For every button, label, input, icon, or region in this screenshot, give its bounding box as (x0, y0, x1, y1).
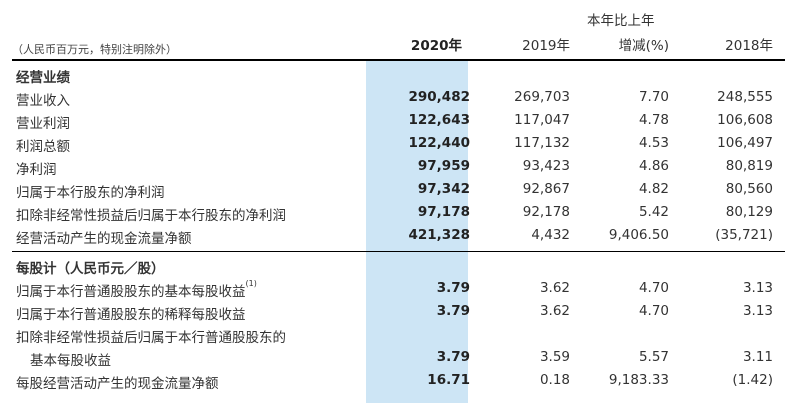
unit-note: （人民币百万元，特别注明除外） (12, 43, 177, 56)
table-row: 基本每股收益 3.79 3.59 5.57 3.11 (12, 346, 785, 369)
value-2020: 97,342 (417, 181, 470, 197)
row-label: 经营活动产生的现金流量净额 (16, 231, 192, 247)
header-2020: 2020年 (410, 38, 462, 54)
value-2018: 3.13 (742, 303, 773, 319)
value-2020: 97,178 (417, 204, 470, 220)
row-label: 基本每股收益 (30, 353, 111, 369)
row-label: 每股经营活动产生的现金流量净额 (16, 376, 219, 392)
value-2019: 269,703 (514, 89, 570, 105)
value-2019: 3.59 (539, 349, 570, 365)
table-row: 利润总额 122,440 117,132 4.53 106,497 (12, 132, 785, 155)
value-change: 4.82 (638, 181, 669, 197)
row-label: 利润总额 (16, 139, 70, 155)
value-2019: 117,047 (514, 112, 570, 128)
header-2018: 2018年 (725, 38, 773, 54)
value-change: 4.78 (638, 112, 669, 128)
row-label: 归属于本行普通股股东的基本每股收益(1) (16, 279, 257, 300)
value-2019: 0.18 (539, 372, 570, 388)
value-change: 5.42 (638, 204, 669, 220)
section-title-row: 每股计（人民币元／股） (12, 254, 785, 277)
header-change-line1: 本年比上年 (587, 13, 655, 29)
current-year-column-highlight (366, 60, 468, 403)
table-row: 经营活动产生的现金流量净额 421,328 4,432 9,406.50 (35… (12, 224, 785, 247)
row-label: 归属于本行普通股股东的稀释每股收益 (16, 307, 246, 323)
value-2020: 421,328 (408, 227, 471, 243)
table-row: 扣除非经常性损益后归属于本行股东的净利润 97,178 92,178 5.42 … (12, 201, 785, 224)
row-label: 归属于本行股东的净利润 (16, 185, 165, 201)
value-2020: 122,643 (408, 112, 471, 128)
header-change-line2: 增减(%) (618, 38, 669, 54)
value-2020: 16.71 (427, 372, 470, 388)
value-change: 4.53 (638, 135, 669, 151)
value-change: 9,183.33 (608, 372, 669, 388)
footnote-marker: (1) (245, 279, 257, 288)
value-2020: 97,959 (417, 158, 470, 174)
section-title: 经营业绩 (16, 70, 70, 86)
table-row: 每股经营活动产生的现金流量净额 16.71 0.18 9,183.33 (1.4… (12, 369, 785, 392)
value-2019: 4,432 (531, 227, 570, 243)
table-row: 归属于本行股东的净利润 97,342 92,867 4.82 80,560 (12, 178, 785, 201)
value-2019: 92,178 (522, 204, 570, 220)
value-2019: 3.62 (539, 303, 570, 319)
value-2019: 92,867 (522, 181, 570, 197)
value-2018: (1.42) (732, 372, 773, 388)
value-change: 4.70 (638, 280, 669, 296)
value-2018: 80,819 (725, 158, 773, 174)
table-row: 归属于本行普通股股东的基本每股收益(1) 3.79 3.62 4.70 3.13 (12, 277, 785, 300)
value-change: 4.86 (638, 158, 669, 174)
row-label: 营业利润 (16, 116, 70, 132)
value-2020: 3.79 (436, 349, 470, 365)
value-change: 7.70 (638, 89, 669, 105)
value-2018: 106,608 (717, 112, 773, 128)
value-2019: 117,132 (514, 135, 570, 151)
value-2020: 290,482 (408, 89, 471, 105)
section-title-row: 经营业绩 (12, 63, 785, 86)
table-row: 营业收入 290,482 269,703 7.70 248,555 (12, 86, 785, 109)
row-label: 净利润 (16, 162, 57, 178)
value-2018: 80,560 (725, 181, 773, 197)
section-rule (12, 251, 785, 252)
value-2018: 248,555 (717, 89, 773, 105)
row-label-text: 归属于本行普通股股东的基本每股收益 (16, 284, 246, 300)
value-2019: 3.62 (539, 280, 570, 296)
value-2020: 3.79 (436, 303, 470, 319)
value-2018: 3.13 (742, 280, 773, 296)
header-2019: 2019年 (522, 38, 570, 54)
value-2020: 122,440 (408, 135, 471, 151)
table-row: 营业利润 122,643 117,047 4.78 106,608 (12, 109, 785, 132)
value-2018: 80,129 (725, 204, 773, 220)
value-2018: 106,497 (717, 135, 773, 151)
value-change: 4.70 (638, 303, 669, 319)
row-label: 营业收入 (16, 93, 70, 109)
value-2020: 3.79 (436, 280, 470, 296)
value-2019: 93,423 (522, 158, 570, 174)
row-label: 扣除非经常性损益后归属于本行普通股股东的 (16, 330, 286, 346)
table-row: 归属于本行普通股股东的稀释每股收益 3.79 3.62 4.70 3.13 (12, 300, 785, 323)
table-row: 扣除非经常性损益后归属于本行普通股股东的 (12, 323, 785, 346)
value-change: 9,406.50 (608, 227, 669, 243)
table-row: 净利润 97,959 93,423 4.86 80,819 (12, 155, 785, 178)
value-2018: 3.11 (742, 349, 773, 365)
header-rule (12, 59, 785, 61)
row-label: 扣除非经常性损益后归属于本行股东的净利润 (16, 208, 286, 224)
value-2018: (35,721) (715, 227, 773, 243)
value-change: 5.57 (638, 349, 669, 365)
section-title: 每股计（人民币元／股） (16, 261, 165, 277)
